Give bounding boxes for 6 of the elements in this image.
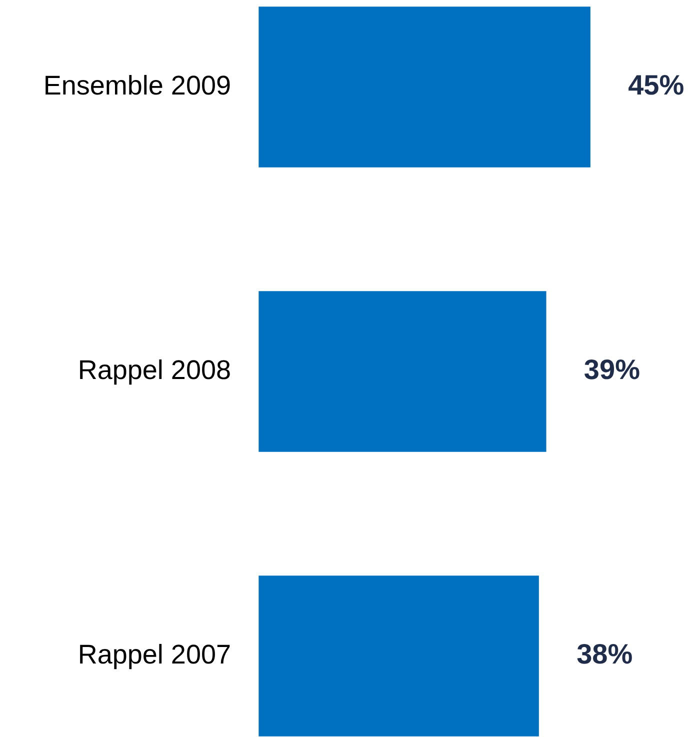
y-tick-label: Rappel 2007 [78, 639, 231, 670]
data-label: 39% [584, 354, 640, 386]
y-tick-label: Ensemble 2009 [43, 70, 231, 100]
data-label: 45% [628, 70, 684, 101]
data-label: 38% [576, 638, 633, 670]
y-tick-label: Rappel 2008 [78, 354, 231, 385]
